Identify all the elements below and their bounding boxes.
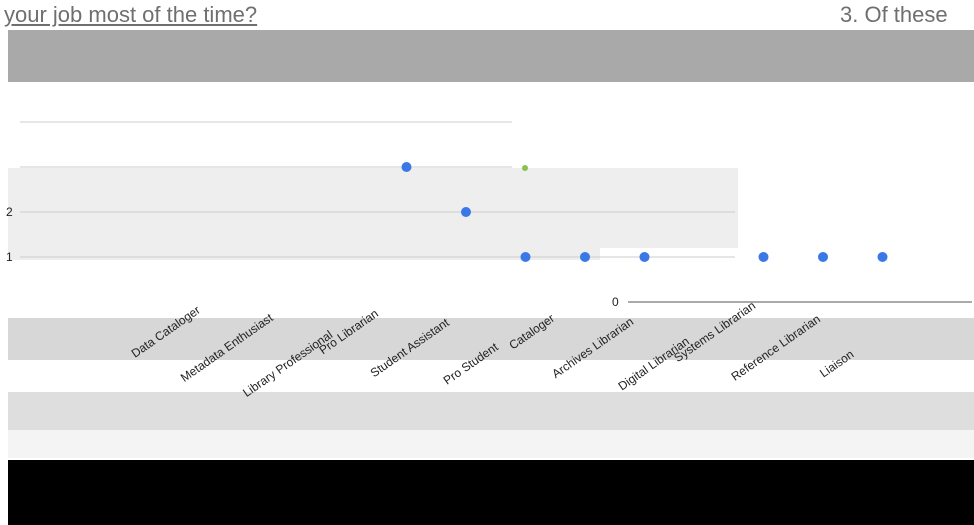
- x-category-label: Pro Student: [441, 339, 501, 387]
- x-category-label: Cataloger: [506, 311, 557, 352]
- right-plot-area: [600, 248, 974, 314]
- data-point[interactable]: [877, 252, 888, 262]
- x-category-label: Student Assistant: [368, 315, 453, 380]
- data-point[interactable]: [818, 252, 828, 262]
- right-axis-tick: 0: [612, 295, 619, 309]
- label-band-2: [8, 360, 974, 390]
- data-points: [401, 162, 888, 262]
- label-band-3: [8, 392, 974, 430]
- x-category-label: Archives Librarian: [549, 314, 636, 381]
- right-axis: 0: [612, 295, 972, 309]
- data-point[interactable]: [758, 252, 769, 262]
- y-tick-label: 1: [6, 250, 13, 264]
- y-tick-label: 2: [6, 205, 13, 219]
- highlight-point: [522, 165, 528, 171]
- question-title-left: your job most of the time?: [4, 2, 258, 27]
- header-band: [8, 30, 974, 82]
- x-category-label: Library Professional: [240, 328, 335, 400]
- label-band-4: [8, 430, 974, 458]
- label-band-1: [8, 318, 974, 360]
- question-title-right: 3. Of these: [840, 2, 948, 27]
- y-axis-ticks: 21: [6, 205, 13, 264]
- data-point[interactable]: [401, 162, 412, 172]
- data-point[interactable]: [580, 252, 590, 262]
- data-point[interactable]: [639, 252, 650, 262]
- x-category-label: Data Cataloger: [129, 303, 203, 361]
- plot-band: [8, 168, 738, 260]
- x-category-label: Liaison: [817, 347, 856, 380]
- x-category-label: Systems Librarian: [671, 298, 758, 365]
- x-category-label: Reference Librarian: [729, 312, 823, 384]
- data-point[interactable]: [461, 207, 471, 217]
- data-point[interactable]: [520, 252, 531, 262]
- black-block: [8, 460, 974, 525]
- gridlines: [20, 121, 735, 258]
